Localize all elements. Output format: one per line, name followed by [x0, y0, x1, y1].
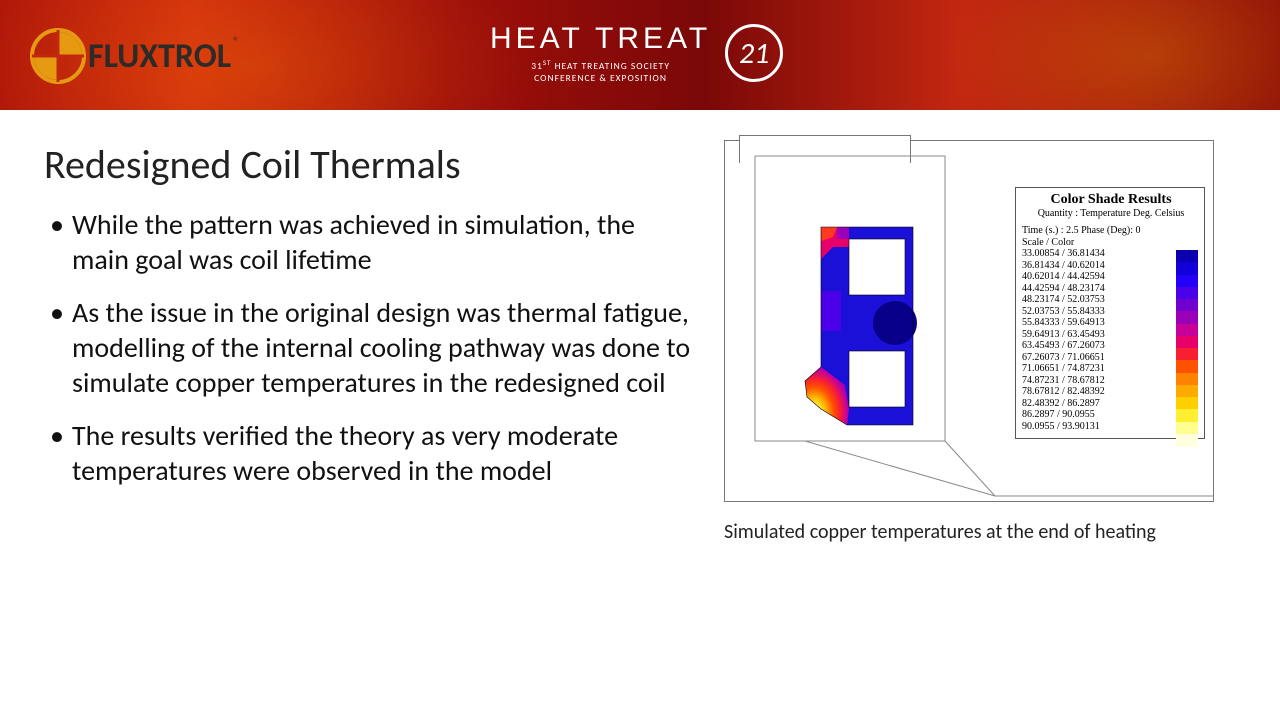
legend-range-row: 33.00854 / 36.81434 [1022, 248, 1200, 260]
event-conference: CONFERENCE & EXPOSITION [534, 72, 667, 84]
event-title: HEAT TREAT [490, 22, 711, 56]
registered-mark: ® [233, 35, 239, 49]
legend-range-row: 86.2897 / 90.0955 [1022, 409, 1200, 421]
bullet-item: As the issue in the original design was … [44, 295, 694, 400]
legend-range-row: 44.42594 / 48.23174 [1022, 283, 1200, 295]
legend-range-row: 40.62014 / 44.42594 [1022, 271, 1200, 283]
legend-time: Time (s.) : 2.5 Phase (Deg): 0 [1022, 225, 1200, 237]
legend-color-segment [1176, 250, 1198, 263]
brand-name: FLUXTROL [88, 36, 231, 77]
legend-range-row: 55.84333 / 59.64913 [1022, 317, 1200, 329]
slide-title: Redesigned Coil Thermals [44, 140, 694, 189]
event-society: HEAT TREATING SOCIETY [551, 60, 670, 72]
legend-color-segment [1176, 299, 1198, 312]
slide-content: Redesigned Coil Thermals While the patte… [0, 110, 1280, 544]
figure-column: Color Shade Results Quantity : Temperatu… [724, 140, 1236, 544]
legend-rows: 33.00854 / 36.8143436.81434 / 40.6201440… [1022, 248, 1200, 432]
legend-range-row: 90.0955 / 93.90131 [1022, 421, 1200, 433]
legend-color-segment [1176, 287, 1198, 300]
legend-color-segment [1176, 409, 1198, 422]
legend-color-segment [1176, 311, 1198, 324]
legend-title: Color Shade Results [1022, 192, 1200, 208]
bullet-item: While the pattern was achieved in simula… [44, 207, 694, 277]
legend-color-segment [1176, 324, 1198, 337]
event-ordinal-num: 31 [531, 60, 543, 72]
legend-range-row: 78.67812 / 82.48392 [1022, 386, 1200, 398]
coil-body [805, 227, 917, 425]
legend-color-segment [1176, 275, 1198, 288]
legend-range-row: 36.81434 / 40.62014 [1022, 260, 1200, 272]
year-badge: 21 [725, 24, 783, 82]
color-legend: Color Shade Results Quantity : Temperatu… [1015, 187, 1205, 439]
legend-color-segment [1176, 397, 1198, 410]
legend-range-row: 52.03753 / 55.84333 [1022, 306, 1200, 318]
legend-color-segment [1176, 348, 1198, 361]
legend-color-segment [1176, 434, 1198, 447]
header-banner: FLUXTROL ® HEAT TREAT 31ST HEAT TREATING… [0, 0, 1280, 110]
fluxtrol-logo-icon [30, 28, 86, 84]
bullet-item: The results verified the theory as very … [44, 418, 694, 488]
event-logo: HEAT TREAT 31ST HEAT TREATING SOCIETY CO… [490, 22, 783, 84]
legend-color-bar [1176, 250, 1198, 446]
legend-range-row: 67.26073 / 71.06651 [1022, 352, 1200, 364]
event-subtitle: 31ST HEAT TREATING SOCIETY CONFERENCE & … [531, 58, 670, 84]
simulation-plot: Color Shade Results Quantity : Temperatu… [724, 140, 1214, 502]
legend-color-segment [1176, 385, 1198, 398]
legend-color-segment [1176, 360, 1198, 373]
legend-color-segment [1176, 373, 1198, 386]
legend-subtitle: Quantity : Temperature Deg. Celsius [1022, 208, 1200, 219]
text-column: Redesigned Coil Thermals While the patte… [44, 140, 694, 544]
brand-logo-group: FLUXTROL ® [30, 28, 239, 84]
figure-caption: Simulated copper temperatures at the end… [724, 520, 1236, 544]
legend-range-row: 71.06651 / 74.87231 [1022, 363, 1200, 375]
bullet-list: While the pattern was achieved in simula… [44, 207, 694, 488]
legend-scale: Scale / Color [1022, 237, 1200, 249]
legend-range-row: 59.64913 / 63.45493 [1022, 329, 1200, 341]
legend-range-row: 63.45493 / 67.26073 [1022, 340, 1200, 352]
legend-color-segment [1176, 262, 1198, 275]
legend-color-segment [1176, 422, 1198, 435]
legend-range-row: 74.87231 / 78.67812 [1022, 375, 1200, 387]
legend-range-row: 82.48392 / 86.2897 [1022, 398, 1200, 410]
legend-range-row: 48.23174 / 52.03753 [1022, 294, 1200, 306]
legend-color-segment [1176, 336, 1198, 349]
